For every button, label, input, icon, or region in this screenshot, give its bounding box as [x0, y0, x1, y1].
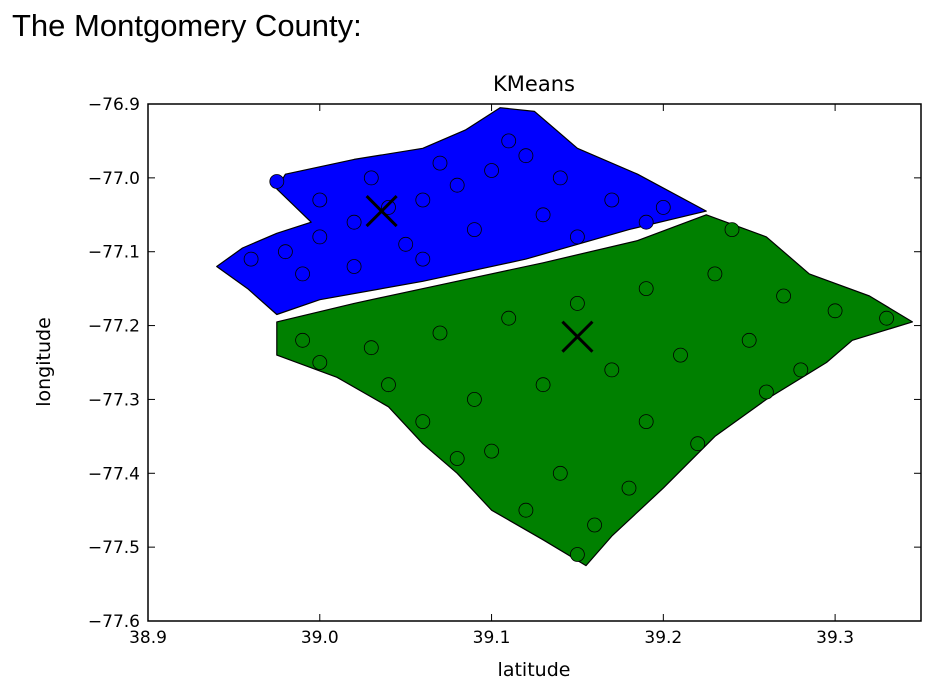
scatter-point [312, 355, 328, 370]
scatter-point [535, 377, 551, 393]
scatter-point [587, 517, 602, 533]
scatter-point [518, 148, 534, 164]
scatter-point [398, 236, 414, 252]
scatter-point [466, 391, 482, 407]
scatter-point [570, 547, 585, 562]
scatter-point [638, 214, 654, 230]
scatter-point [673, 347, 688, 363]
centroid-marker-1 [561, 320, 594, 353]
scatter-point [552, 465, 568, 481]
series-0 [216, 107, 707, 316]
y-tick-label: −77.3 [88, 390, 140, 410]
scatter-point [243, 251, 259, 267]
scatter-point [449, 177, 465, 193]
plot-frame [147, 103, 922, 622]
scatter-point [346, 259, 362, 274]
x-tick-label: 39.2 [644, 628, 682, 648]
y-tick-label: −77.1 [88, 243, 140, 263]
scatter-point [432, 325, 448, 341]
x-axis-label: latitude [498, 659, 571, 681]
x-tick-label: 38.9 [129, 628, 167, 648]
centroid-marker-0 [365, 195, 398, 228]
ticks-layer: 38.9 39.0 39.1 39.2 39.3 −76.9 −77.0 −77.1 −77.2… [88, 95, 921, 648]
x-tick-label: 39.0 [301, 628, 339, 648]
scatter-point [363, 170, 379, 186]
scatter-point [741, 332, 757, 348]
scatter-point [604, 362, 620, 378]
scatter-point [776, 288, 791, 304]
scatter-point [415, 251, 431, 267]
scatter-point [879, 310, 894, 326]
scatter-point [415, 414, 431, 430]
scatter-point [793, 362, 809, 378]
scatter-point [466, 222, 482, 238]
series-1 [276, 214, 914, 567]
y-tick-label: −77.5 [88, 538, 140, 558]
scatter-point [449, 451, 465, 466]
y-tick-label: −76.9 [88, 95, 140, 115]
scatter-point [346, 214, 362, 230]
scatter-point [707, 266, 723, 282]
cluster-region-0 [216, 107, 707, 316]
scatter-point [535, 207, 551, 223]
scatter-point [638, 281, 654, 297]
scatter-point [655, 199, 671, 215]
scatter-point [381, 199, 396, 215]
y-axis-label: longitude [33, 317, 55, 407]
y-tick-label: −77.2 [88, 317, 140, 337]
scatter-point [724, 222, 740, 238]
scatter-point [312, 192, 328, 208]
scatter-point [295, 332, 311, 348]
centroid-layer [365, 195, 594, 353]
scatter-point [518, 502, 534, 518]
scatter-point [690, 436, 706, 452]
scatter-point [552, 170, 568, 186]
scatter-point [484, 163, 500, 178]
y-tick-label: −77.0 [88, 169, 140, 189]
scatter-point [269, 174, 285, 189]
scatter-point [501, 133, 517, 149]
scatter-point [604, 192, 620, 208]
scatter-point [295, 266, 311, 282]
y-tick-label: −77.6 [88, 612, 140, 632]
scatter-point [638, 414, 654, 430]
scatter-point [484, 443, 500, 459]
y-tick-label: −77.4 [88, 464, 140, 484]
scatter-point [277, 244, 293, 260]
page-heading: The Montgomery County: [12, 8, 362, 43]
x-tick-label: 39.1 [473, 628, 511, 648]
marks-layer [216, 107, 914, 567]
chart-title: KMeans [493, 72, 575, 96]
scatter-point [415, 192, 431, 208]
scatter-point [381, 377, 396, 393]
scatter-point [432, 155, 448, 171]
scatter-point [827, 303, 843, 319]
scatter-point [363, 340, 379, 356]
scatter-point [570, 229, 585, 245]
scatter-point [501, 310, 517, 326]
x-tick-label: 39.3 [816, 628, 854, 648]
scatter-point [570, 295, 585, 311]
scatter-point [312, 229, 328, 245]
scatter-point [621, 480, 637, 496]
scatter-point [759, 384, 774, 400]
